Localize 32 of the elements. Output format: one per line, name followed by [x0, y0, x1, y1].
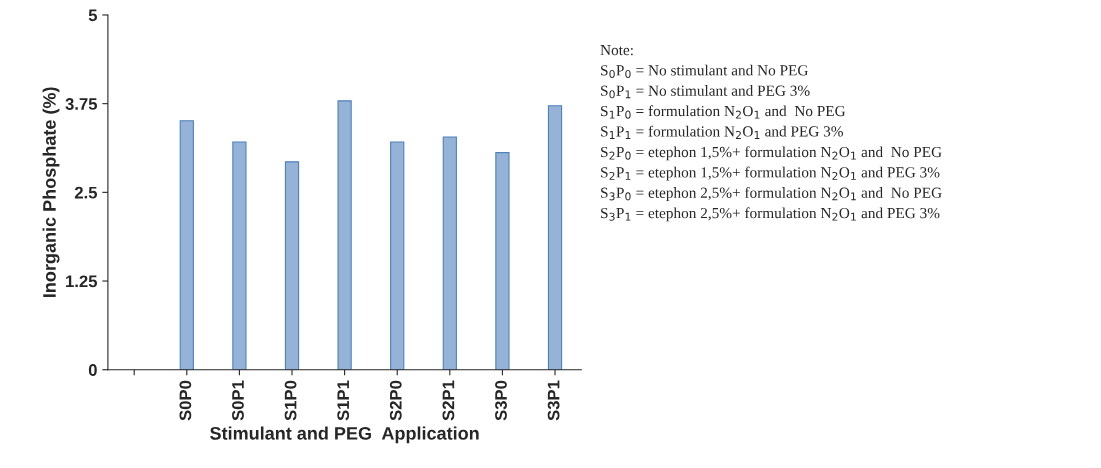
text: S$_{2}$P$_{0}$ = etephon 1,5%+ formulation N$_{2}$O$_{1}$ and No PEG [601, 146, 942, 161]
y-tick-label: 3.75 [65, 98, 98, 110]
text: S$_{2}$P$_{1}$ = etephon 1,5%+ formulation N$_{2}$O$_{1}$ and PEG 3% [601, 166, 940, 181]
bar [390, 141, 405, 370]
x-tick-label: S3P0 [495, 380, 507, 421]
text: S$_{1}$P$_{1}$ = formulation N$_{2}$O$_{1}$ and PEG 3% [601, 125, 843, 139]
text: S$_{1}$P$_{0}$ = formulation N$_{2}$O$_{1}$ and No PEG [601, 105, 846, 119]
bar [179, 120, 194, 370]
text: S$_{3}$P$_{0}$ = etephon 2,5%+ formulation N$_{2}$O$_{1}$ and No PEG [601, 186, 942, 201]
y-tick-label: 0 [88, 364, 97, 376]
x-axis-title: Stimulant and PEG Application [210, 426, 479, 444]
x-tick-label: S2P1 [442, 380, 455, 421]
bar [442, 136, 457, 370]
text: S$_{3}$P$_{1}$ = etephon 2,5%+ formulation N$_{2}$O$_{1}$ and PEG 3% [601, 207, 940, 222]
bar [337, 100, 352, 370]
text: S$_{0}$P$_{0}$ = No stimulant and No PEG [601, 64, 808, 78]
x-tick-label: S0P1 [232, 380, 244, 421]
bar [495, 152, 510, 370]
x-tick-label: S1P0 [284, 380, 297, 421]
x-tick-label: S0P0 [179, 380, 192, 421]
bar [284, 161, 300, 370]
bar [232, 141, 247, 370]
y-axis-title: Inorganic Phosphate (%) [42, 87, 60, 297]
x-tick-label: S1P1 [337, 380, 350, 421]
bar [547, 105, 563, 370]
text: S$_{0}$P$_{1}$ = No stimulant and PEG 3% [601, 85, 810, 99]
x-tick-label: S3P1 [547, 380, 560, 421]
x-tick-label: S2P0 [389, 380, 402, 421]
y-tick-label: 1.25 [66, 275, 98, 288]
y-tick-label: 2.5 [74, 186, 98, 199]
text: Note: [600, 45, 633, 56]
y-tick-label: 5 [88, 9, 98, 22]
